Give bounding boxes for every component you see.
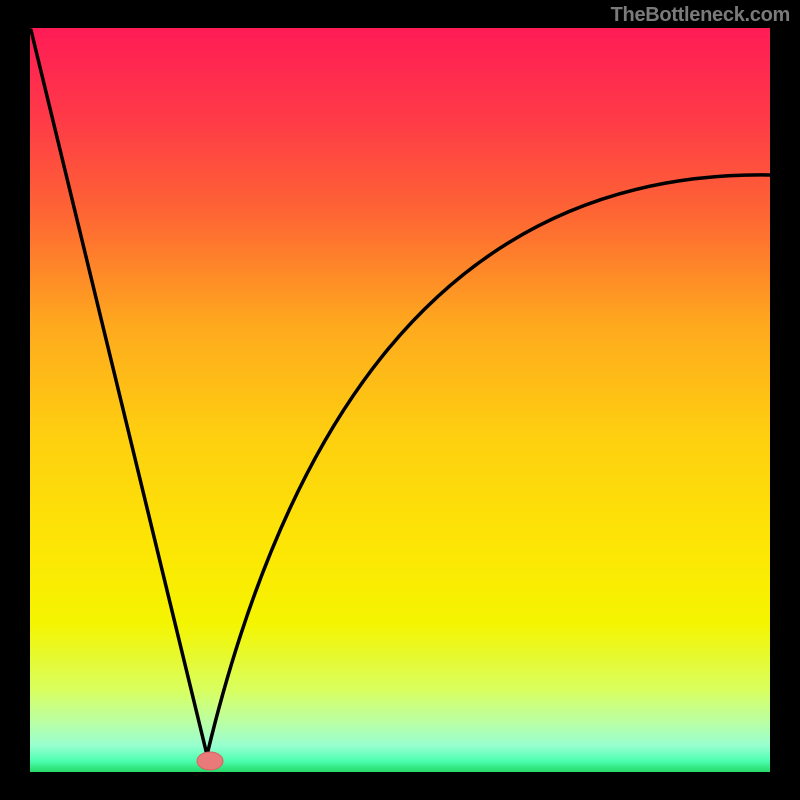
credit-text: TheBottleneck.com [611,4,790,27]
image-root: TheBottleneck.com [0,0,800,800]
plot-gradient [30,28,770,772]
